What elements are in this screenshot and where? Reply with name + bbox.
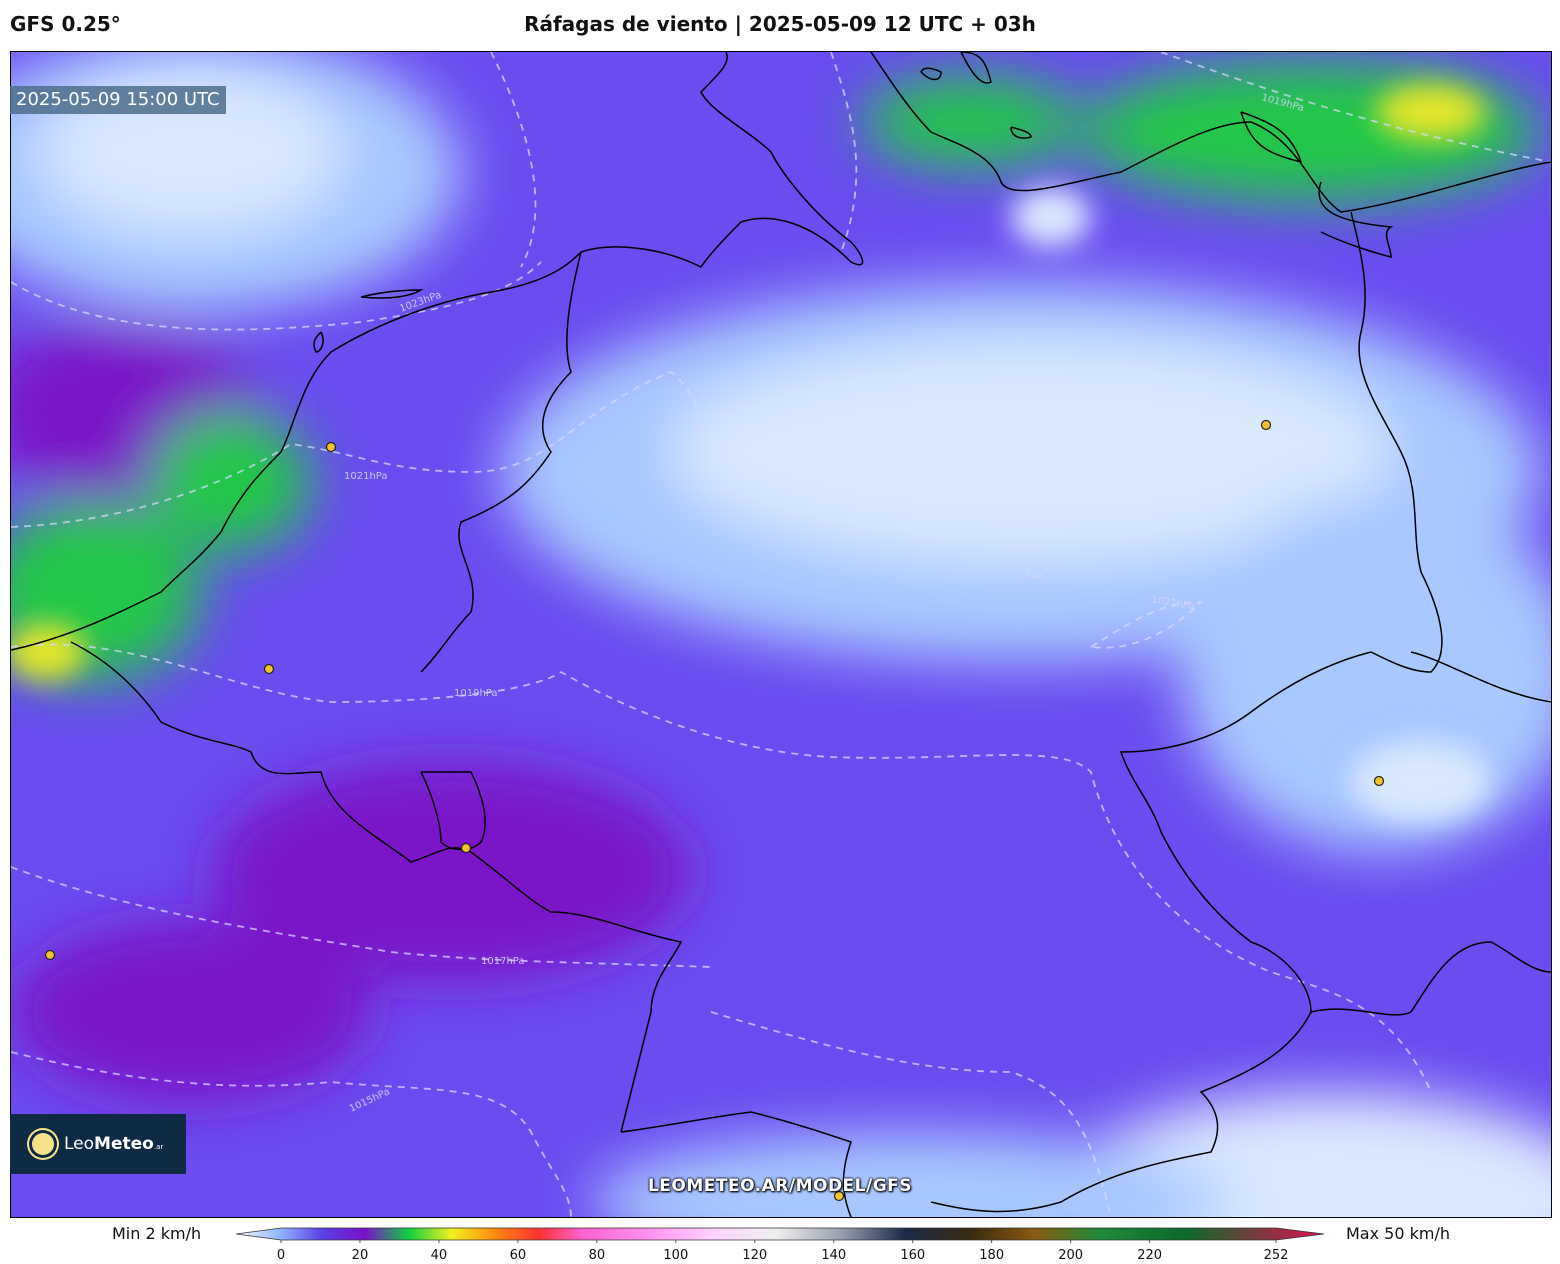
- colorbar-tick-label: 180: [979, 1248, 1005, 1263]
- map-canvas: 1023hPa 1021hPa 1021hPa 1019hPa 1019hPa …: [11, 52, 1551, 1217]
- city-marker[interactable]: [263, 663, 275, 675]
- isobar-line: [11, 866, 712, 968]
- border-belgium: [70, 641, 472, 863]
- colorbar-tick-label: 60: [509, 1248, 527, 1263]
- colorbar-tick-label: 80: [588, 1248, 606, 1263]
- logo-light: Leo: [64, 1134, 95, 1154]
- border-czech-east: [1410, 651, 1551, 703]
- calm-spot-czech: [1351, 742, 1491, 822]
- calm-spot-kattegat: [1011, 187, 1091, 247]
- colorbar-tick-label: 140: [821, 1248, 847, 1263]
- coast-island-5: [960, 52, 992, 84]
- colorbar-tick-label: 220: [1137, 1248, 1163, 1263]
- border-austria-east: [1410, 941, 1551, 1013]
- colorbar-tick-label: 40: [430, 1248, 448, 1263]
- colorbar: [236, 1227, 1325, 1243]
- border-netherlands-germany: [420, 251, 582, 673]
- coast-island-4: [920, 67, 942, 81]
- logo-bold: Meteo: [94, 1134, 154, 1154]
- isobars: [11, 52, 1551, 1217]
- colorbar-tick-label: 252: [1263, 1248, 1289, 1263]
- isobar-label: 1021hPa: [344, 471, 388, 482]
- coastline-baltic-south: [1318, 181, 1394, 258]
- border-switzerland: [620, 1111, 852, 1217]
- coastline-germany-north: [580, 52, 864, 268]
- coast-bay-1: [1240, 111, 1303, 164]
- colorbar-tick-label: 120: [742, 1248, 768, 1263]
- colorbar-tick-label: 20: [351, 1248, 369, 1263]
- isobar-line: [710, 1011, 1112, 1217]
- isobar-line: [1090, 601, 1204, 649]
- colorbar-bar: [236, 1227, 1325, 1241]
- logo-wordmark: LeoMeteo.ar: [64, 1134, 163, 1154]
- high-area-denmark: [861, 77, 1081, 167]
- colorbar-ticks: [280, 1240, 1277, 1243]
- border-germany-poland: [1350, 211, 1443, 673]
- coastline-west: [11, 251, 582, 651]
- colorbar-tick-label: 100: [663, 1248, 689, 1263]
- isobar-line: [490, 52, 537, 268]
- model-label: GFS 0.25°: [10, 12, 121, 36]
- coastline-denmark: [870, 52, 1551, 213]
- strong-area-belgium: [211, 762, 691, 982]
- site-watermark: LEOMETEO.AR/MODEL/GFS: [647, 1176, 913, 1196]
- city-marker[interactable]: [460, 842, 472, 854]
- peak-area-baltic: [1376, 84, 1486, 140]
- legend-min-label: Min 2 km/h: [112, 1224, 202, 1243]
- border-luxembourg: [420, 771, 486, 851]
- city-marker[interactable]: [833, 1190, 845, 1202]
- isobar-line: [11, 643, 1432, 1093]
- border-austria: [930, 1011, 1312, 1213]
- gust-peaks: [11, 84, 1491, 822]
- high-area-nl-coast: [151, 412, 311, 552]
- city-marker[interactable]: [1260, 419, 1272, 431]
- border-germany-czech: [1119, 651, 1412, 1016]
- peak-area-westcoast: [11, 624, 86, 680]
- colorbar-tick-label: 160: [900, 1248, 926, 1263]
- coast-island-1: [360, 289, 424, 299]
- leometeo-logo[interactable]: LeoMeteo.ar: [10, 1114, 186, 1174]
- city-markers: [44, 419, 1385, 1202]
- wind-gust-map[interactable]: 1023hPa 1021hPa 1021hPa 1019hPa 1019hPa …: [10, 51, 1552, 1218]
- city-marker[interactable]: [44, 949, 56, 961]
- isobar-line: [1010, 546, 1053, 578]
- border-france-germany: [470, 851, 683, 1133]
- colorbar-tick-label: 0: [276, 1248, 286, 1263]
- isobar-label: 1017hPa: [481, 956, 525, 967]
- isobar-line: [1160, 52, 1551, 163]
- city-marker[interactable]: [1373, 775, 1385, 787]
- gust-field: [11, 52, 1551, 1217]
- calm-area-germany-core: [671, 342, 1391, 562]
- city-marker[interactable]: [325, 441, 337, 453]
- logo-suffix: .ar: [153, 1143, 164, 1151]
- chart-title: Ráfagas de viento | 2025-05-09 12 UTC + …: [524, 12, 1036, 36]
- sun-icon: [32, 1133, 54, 1155]
- coast-island-2: [313, 331, 324, 353]
- valid-time-label: 2025-05-09 15:00 UTC: [10, 86, 226, 114]
- coastlines-borders: [11, 52, 1551, 1217]
- isobar-line: [11, 370, 712, 528]
- colorbar-tick-label: 200: [1058, 1248, 1084, 1263]
- isobar-line: [830, 52, 858, 253]
- isobar-line: [11, 1051, 572, 1217]
- strong-area-west: [11, 922, 371, 1102]
- legend-max-label: Max 50 km/h: [1346, 1224, 1450, 1243]
- isobar-label: 1019hPa: [454, 688, 498, 699]
- coast-island-3: [1010, 126, 1032, 139]
